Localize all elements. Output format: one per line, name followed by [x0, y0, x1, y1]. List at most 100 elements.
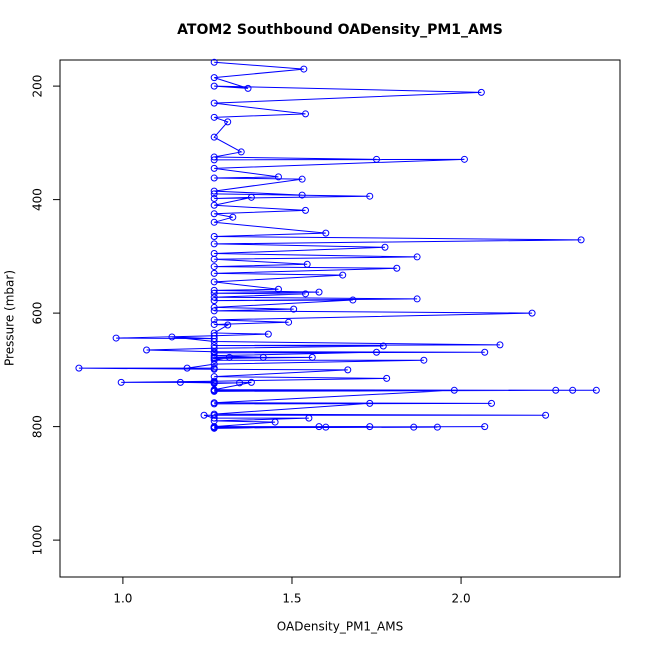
data-point — [592, 386, 600, 394]
data-line — [78, 61, 597, 429]
data-point — [308, 353, 316, 361]
data-point — [528, 309, 536, 317]
data-point — [210, 316, 218, 324]
data-point — [413, 253, 421, 261]
data-point — [315, 423, 323, 431]
x-tick-label: 1.0 — [113, 592, 132, 606]
data-point — [366, 399, 374, 407]
data-point — [433, 423, 441, 431]
x-tick-label: 1.5 — [282, 592, 301, 606]
data-point — [322, 229, 330, 237]
data-point — [210, 278, 218, 286]
data-point — [244, 84, 252, 92]
chart-title: ATOM2 Southbound OADensity_PM1_AMS — [177, 22, 503, 38]
data-point — [210, 307, 218, 315]
data-point — [210, 335, 218, 343]
data-point — [143, 346, 151, 354]
data-point — [210, 297, 218, 305]
data-point — [210, 293, 218, 301]
data-point — [210, 269, 218, 277]
data-point — [200, 411, 208, 419]
data-point — [210, 400, 218, 408]
data-point — [225, 353, 233, 361]
data-point — [302, 290, 310, 298]
data-point — [290, 305, 298, 313]
y-tick-label: 600 — [31, 302, 45, 325]
data-point — [224, 118, 232, 126]
data-point — [224, 321, 232, 329]
x-tick-label: 2.0 — [452, 592, 471, 606]
data-point — [210, 201, 218, 209]
data-point — [210, 187, 218, 195]
data-point — [236, 379, 244, 387]
data-point — [247, 378, 255, 386]
data-point — [383, 374, 391, 382]
data-point — [303, 260, 311, 268]
data-point — [168, 333, 176, 341]
data-point — [237, 148, 245, 156]
data-point — [210, 414, 218, 422]
data-point — [322, 423, 330, 431]
data-point — [487, 399, 495, 407]
data-point — [373, 348, 381, 356]
data-point — [210, 424, 218, 432]
data-point — [477, 88, 485, 96]
data-point — [410, 423, 418, 431]
data-point — [298, 191, 306, 199]
data-point — [176, 378, 184, 386]
data-point — [210, 113, 218, 121]
data-point — [210, 153, 218, 161]
data-point — [210, 194, 218, 202]
data-point — [339, 271, 347, 279]
data-point — [210, 218, 218, 226]
data-point — [450, 386, 458, 394]
data-point — [305, 414, 313, 422]
data-point — [577, 236, 585, 244]
data-point — [373, 155, 381, 163]
data-point — [210, 303, 218, 311]
data-point — [271, 418, 279, 426]
data-point — [460, 155, 468, 163]
data-point — [210, 320, 218, 328]
data-point — [264, 330, 272, 338]
data-point — [366, 192, 374, 200]
data-point — [210, 210, 218, 218]
data-point — [210, 99, 218, 107]
data-point — [210, 232, 218, 240]
data-point — [210, 360, 218, 368]
data-point — [413, 295, 421, 303]
data-point — [300, 65, 308, 73]
data-point — [552, 386, 560, 394]
data-point — [420, 356, 428, 364]
data-point — [274, 285, 282, 293]
data-point — [210, 344, 218, 352]
data-point — [285, 318, 293, 326]
data-point — [210, 286, 218, 294]
data-point — [210, 255, 218, 263]
data-point — [247, 193, 255, 201]
data-point — [210, 240, 218, 248]
data-point — [210, 174, 218, 182]
data-point — [315, 288, 323, 296]
y-tick-label: 400 — [31, 188, 45, 211]
data-point — [349, 296, 357, 304]
data-point — [210, 133, 218, 141]
data-point — [259, 353, 267, 361]
data-point — [210, 263, 218, 271]
data-point — [183, 364, 191, 372]
data-point — [210, 387, 218, 395]
data-point — [274, 173, 282, 181]
data-point — [210, 82, 218, 90]
data-point — [569, 386, 577, 394]
data-point — [481, 423, 489, 431]
data-point — [210, 190, 218, 198]
data-point — [496, 341, 504, 349]
data-point — [210, 289, 218, 297]
data-point — [379, 342, 387, 350]
data-point — [366, 423, 374, 431]
data-point — [344, 366, 352, 374]
data-point — [210, 337, 218, 345]
data-point — [210, 365, 218, 373]
